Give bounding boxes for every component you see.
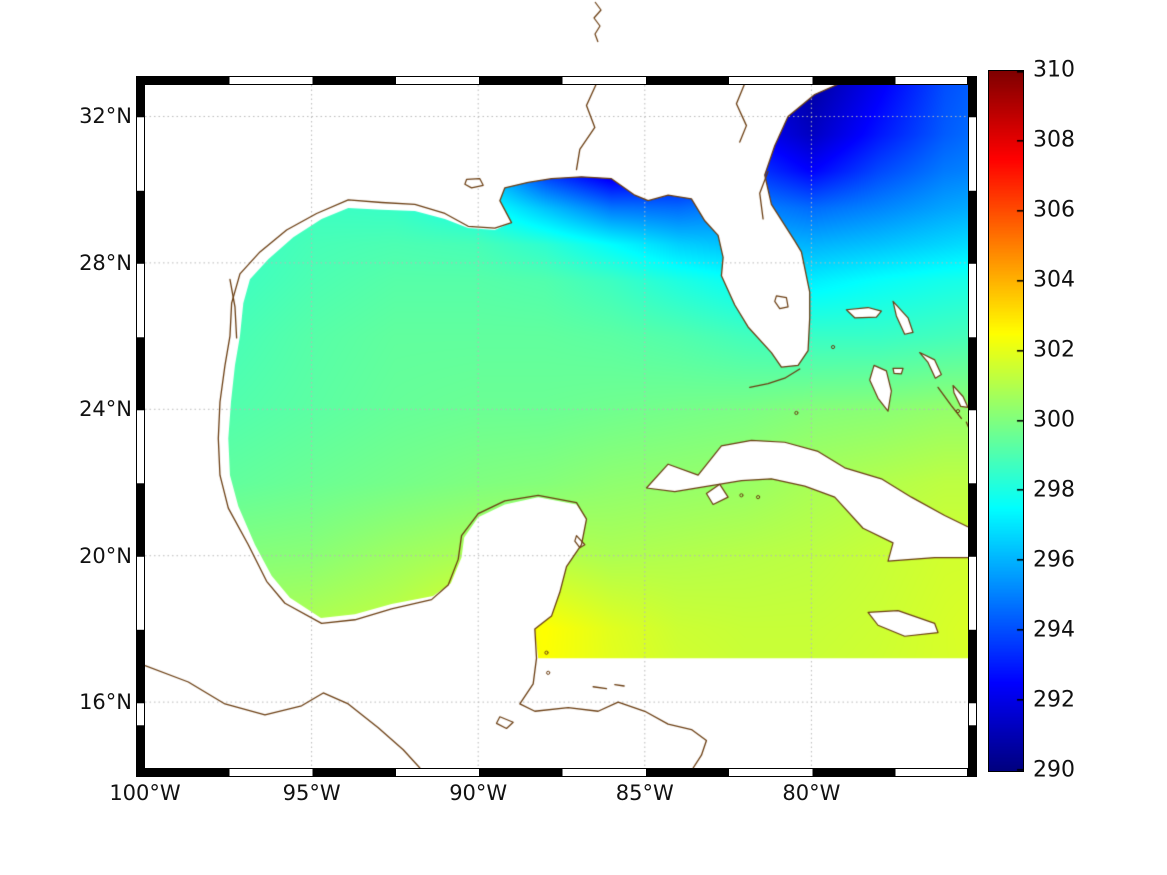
x-tick-label: 100°W (109, 781, 181, 805)
x-tick-label: 85°W (615, 781, 674, 805)
map-frame-top (145, 76, 968, 85)
y-tick-label: 20°N (79, 543, 132, 568)
colorbar-canvas (989, 71, 1023, 771)
map-frame-corner-bl (136, 768, 145, 777)
x-tick-label: 90°W (449, 781, 508, 805)
colorbar-tick-label: 308 (1033, 127, 1075, 153)
x-tick-label: 95°W (282, 781, 341, 805)
colorbar-tick-label: 302 (1033, 337, 1075, 363)
y-tick-label: 16°N (79, 690, 132, 715)
map-frame-corner-br (968, 768, 977, 777)
colorbar-tick-label: 292 (1033, 687, 1075, 713)
y-tick-label: 32°N (79, 104, 132, 129)
colorbar-tick-label: 304 (1033, 267, 1075, 293)
colorbar-tick-label: 306 (1033, 197, 1075, 223)
colorbar (988, 70, 1024, 772)
map-frame-bottom (145, 768, 968, 777)
y-tick-label: 24°N (79, 397, 132, 422)
map-frame-left (136, 85, 145, 768)
colorbar-tick-label: 294 (1033, 617, 1075, 643)
colorbar-tick-label: 290 (1033, 757, 1075, 783)
colorbar-tick-label: 310 (1033, 57, 1075, 83)
colorbar-tick-label: 298 (1033, 477, 1075, 503)
y-tick-label: 28°N (79, 250, 132, 275)
colorbar-tick-label: 296 (1033, 547, 1075, 573)
x-tick-label: 80°W (782, 781, 841, 805)
colorbar-tick-label: 300 (1033, 407, 1075, 433)
map-frame-corner-tl (136, 76, 145, 85)
map-frame-corner-tr (968, 76, 977, 85)
map-frame-right (968, 85, 977, 768)
